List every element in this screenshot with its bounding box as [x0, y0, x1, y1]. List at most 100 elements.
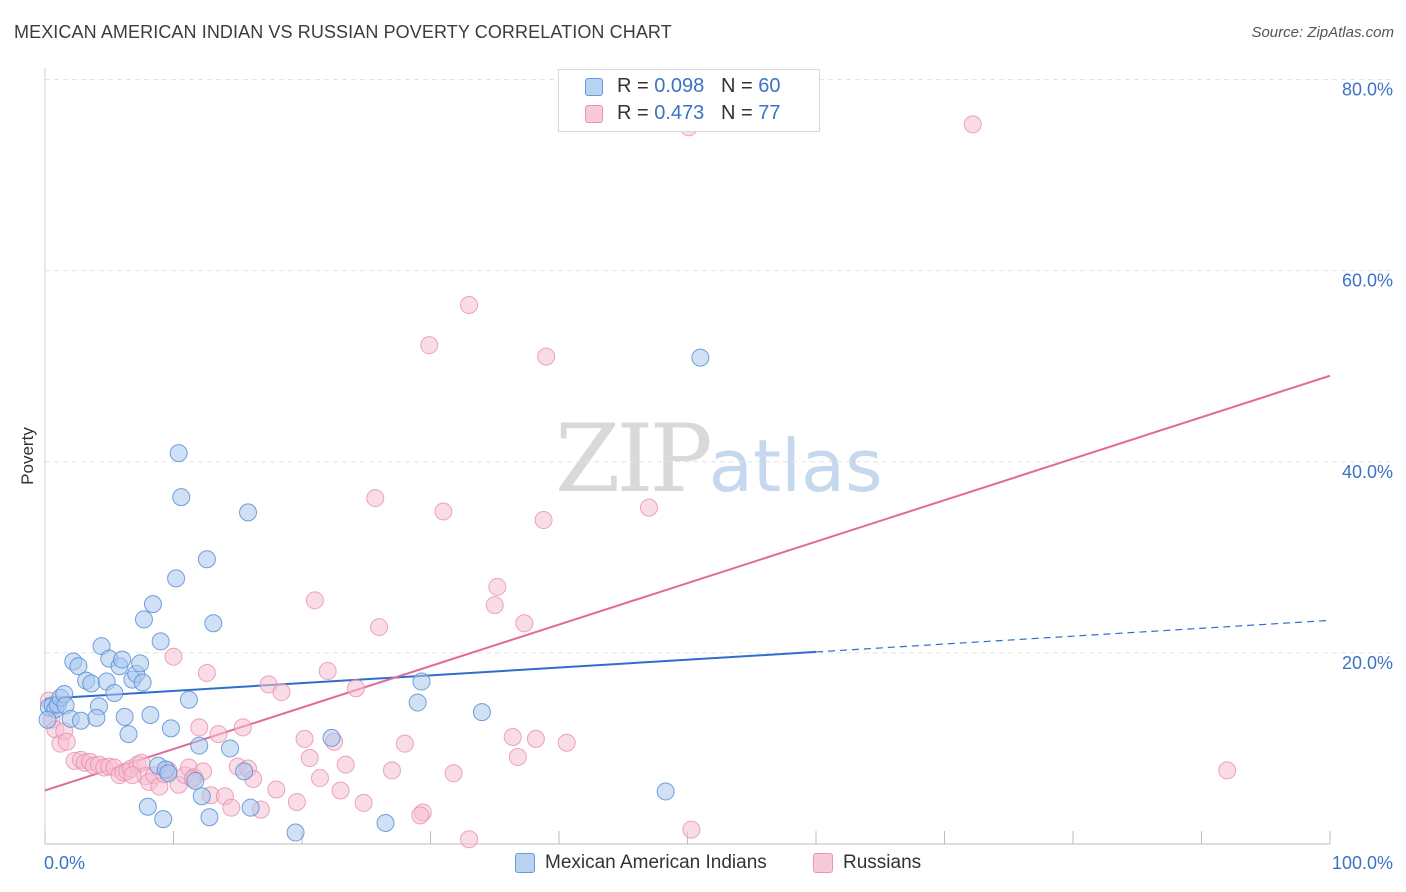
mexican-american-indians-trend-extension — [815, 619, 1331, 653]
russians-point — [526, 729, 545, 748]
bottom-legend-label-blue: Mexican American Indians — [545, 852, 767, 873]
russians-point — [305, 591, 324, 610]
russians-point — [420, 336, 439, 355]
grid-lines — [45, 79, 1392, 654]
mexican-american-indians-point — [656, 782, 675, 801]
mexican-american-indians-point — [235, 762, 254, 781]
russians-point — [382, 761, 401, 780]
mexican-american-indians-point — [200, 808, 219, 827]
mexican-american-indians-point — [221, 739, 240, 758]
mexican-american-indians-point — [179, 690, 198, 709]
russians-point — [515, 614, 534, 633]
russians-point — [346, 679, 365, 698]
legend-swatch-pink — [585, 105, 603, 123]
russians-point — [395, 734, 414, 753]
legend-r-label: R = — [617, 75, 649, 97]
russians-point — [331, 781, 350, 800]
trend-lines — [44, 374, 1331, 792]
mexican-american-indians-point — [38, 710, 57, 729]
russians-point — [963, 115, 982, 134]
russians-point — [354, 793, 373, 812]
x-tick-label: 0.0% — [44, 853, 85, 873]
russians-trend-line — [44, 374, 1331, 792]
mexican-american-indians-point — [131, 654, 150, 673]
russians-point — [1218, 761, 1237, 780]
mexican-american-indians-point — [151, 632, 170, 651]
y-tick-label: 20.0% — [1342, 653, 1393, 673]
russians-point — [557, 733, 576, 752]
mexican-american-indians-point — [69, 657, 88, 676]
mexican-american-indians-point — [141, 705, 160, 724]
mexican-american-indians-point — [143, 595, 162, 614]
russians-point — [233, 718, 252, 737]
mexican-american-indians-point — [115, 707, 134, 726]
mexican-american-indians-point — [154, 810, 173, 829]
russians-point — [310, 769, 329, 788]
russians-point — [300, 748, 319, 767]
mexican-american-indians-point — [286, 823, 305, 842]
mexican-american-indians-point — [105, 684, 124, 703]
x-tick-label: 100.0% — [1332, 853, 1393, 873]
data-points — [38, 115, 1237, 849]
russians-point — [123, 766, 142, 785]
russians-point — [57, 732, 76, 751]
mexican-american-indians-point — [197, 550, 216, 569]
mexican-american-indians-point — [161, 719, 180, 738]
russians-point — [460, 830, 479, 849]
bottom-legend-label-pink: Russians — [843, 852, 922, 873]
mexican-american-indians-point — [691, 348, 710, 367]
legend-n-label: N = — [720, 75, 753, 97]
legend-r-value: 0.473 — [654, 102, 705, 124]
mexican-american-indians-trend-line — [44, 650, 817, 700]
russians-point — [444, 764, 463, 783]
russians-point — [434, 502, 453, 521]
russians-point — [460, 296, 479, 315]
correlation-legend: R = 0.098 N = 60 R = 0.473 N = 77 — [558, 69, 820, 132]
russians-point — [287, 792, 306, 811]
y-tick-label: 80.0% — [1342, 80, 1393, 100]
russians-point — [370, 618, 389, 637]
legend-swatch-blue — [585, 78, 603, 96]
bottom-legend-swatch-blue — [515, 853, 535, 873]
mexican-american-indians-point — [159, 764, 178, 783]
mexican-american-indians-point — [119, 725, 138, 744]
mexican-american-indians-point — [239, 503, 258, 522]
legend-n-value: 60 — [758, 75, 781, 97]
legend-stats-pink: R = 0.473 N = 77 — [617, 102, 780, 125]
mexican-american-indians-point — [190, 736, 209, 755]
y-tick-label: 60.0% — [1342, 271, 1393, 291]
y-axis-label: Poverty — [18, 427, 37, 485]
russians-point — [682, 820, 701, 839]
mexican-american-indians-point — [167, 569, 186, 588]
mexican-american-indians-point — [376, 813, 395, 832]
russians-point — [267, 780, 286, 799]
mexican-american-indians-point — [412, 672, 431, 691]
legend-n-value: 77 — [758, 102, 781, 124]
russians-point — [508, 748, 527, 767]
mexican-american-indians-point — [138, 797, 157, 816]
legend-r-value: 0.098 — [654, 75, 705, 97]
y-tick-label: 40.0% — [1342, 462, 1393, 482]
mexican-american-indians-point — [169, 444, 188, 463]
russians-point — [503, 727, 522, 746]
russians-point — [272, 683, 291, 702]
chart-title: MEXICAN AMERICAN INDIAN VS RUSSIAN POVER… — [14, 22, 672, 42]
source-label[interactable]: Source: ZipAtlas.com — [1251, 24, 1394, 41]
mexican-american-indians-point — [172, 488, 191, 507]
tick-labels: 20.0% 40.0% 60.0% 80.0% 0.0% 100.0% — [44, 80, 1393, 874]
mexican-american-indians-point — [241, 798, 260, 817]
mexican-american-indians-point — [472, 703, 491, 722]
mexican-american-indians-point — [408, 693, 427, 712]
mexican-american-indians-point — [113, 650, 132, 669]
russians-point — [485, 596, 504, 615]
mexican-american-indians-point — [133, 673, 152, 692]
russians-point — [488, 577, 507, 596]
mexican-american-indians-point — [192, 787, 211, 806]
russians-point — [411, 806, 430, 825]
russians-point — [639, 498, 658, 517]
russians-point — [318, 662, 337, 681]
russians-point — [209, 725, 228, 744]
legend-stats-blue: R = 0.098 N = 60 — [617, 75, 780, 98]
mexican-american-indians-point — [186, 771, 205, 790]
